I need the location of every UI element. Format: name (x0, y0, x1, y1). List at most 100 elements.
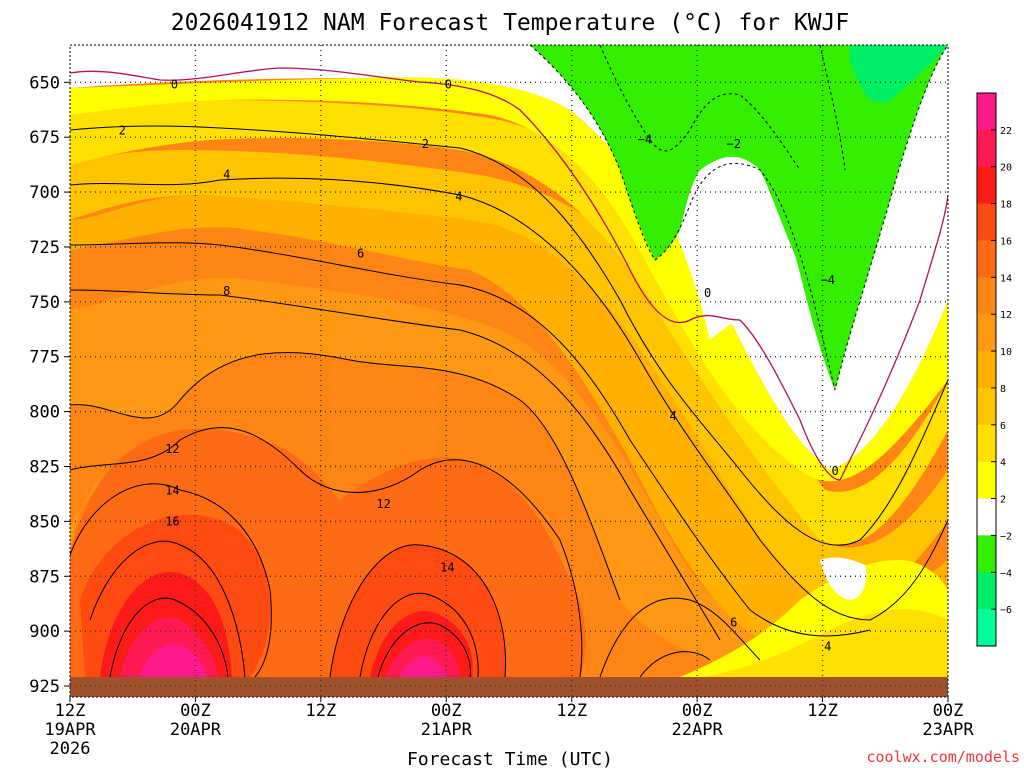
colorbar-label: −2 (1000, 531, 1012, 542)
contour-8-lower (639, 651, 711, 678)
colorbar-swatch (977, 461, 996, 500)
contour-6 (70, 242, 871, 637)
colorbar-label: −4 (1000, 568, 1012, 579)
band-4 (70, 100, 948, 546)
contour-8 (70, 289, 721, 641)
colorbar-label: 6 (1000, 421, 1006, 432)
band-12 (70, 480, 100, 560)
contour-label: 0 (704, 286, 711, 300)
band-neg2 (530, 45, 948, 390)
credit-text[interactable]: coolwx.com/models (866, 748, 1020, 766)
x-tick-label-hour: 12Z (55, 701, 86, 721)
colorbar-swatch (977, 609, 996, 647)
contour-label: 2 (119, 124, 126, 138)
y-tick-label: 800 (29, 403, 60, 423)
x-tick-label-date: 20APR (170, 720, 222, 740)
colorbar-label: 4 (1000, 458, 1006, 469)
contour-label: −4 (638, 132, 652, 146)
chart-title: 2026041912 NAM Forecast Temperature (°C)… (171, 10, 850, 36)
contour-label: 8 (223, 284, 230, 298)
pressure-grid (70, 45, 948, 697)
contour-10 (70, 351, 621, 601)
contour-label: 4 (455, 189, 462, 203)
contour-label: 4 (223, 168, 230, 182)
colorbar-swatch (977, 424, 996, 463)
contour-label: 12 (165, 442, 179, 456)
colorbar-swatch (977, 129, 996, 168)
y-tick-label: 900 (29, 622, 60, 642)
colorbar-label: 16 (1000, 236, 1012, 247)
contour-label: −4 (821, 273, 835, 287)
contour-label: −2 (726, 137, 740, 151)
contour-label: 14 (440, 560, 454, 574)
colorbar-label: 22 (1000, 126, 1012, 137)
contour-18 (109, 597, 471, 678)
colorbar-label: −6 (1000, 605, 1012, 616)
contour-4 (70, 177, 948, 621)
contour-neg4 (599, 45, 846, 171)
x-tick-label-hour: 12Z (305, 701, 336, 721)
contour-neg2 (529, 45, 948, 391)
x-tick-label-hour: 00Z (682, 701, 713, 721)
colorbar-swatch (977, 351, 996, 389)
freezing-contours (70, 67, 948, 481)
y-tick-label: 750 (29, 293, 60, 313)
colorbar-swatch (977, 166, 996, 205)
contour-label: 0 (171, 78, 178, 92)
x-tick-label-year: 2026 (50, 739, 91, 759)
band-0-lower (820, 557, 867, 600)
x-tick-label-date: 22APR (672, 720, 724, 740)
y-tick-label: 650 (29, 73, 60, 93)
contour-label: 0 (831, 464, 838, 478)
y-tick-label: 825 (29, 457, 60, 477)
contour-0-upper (70, 67, 841, 481)
colorbar-swatch (977, 314, 996, 352)
contour-2 (70, 125, 948, 546)
colorbar-label: 14 (1000, 273, 1012, 284)
plot-area: 0 0 0 0 2 2 −2 −4 −4 4 4 4 4 6 6 8 12 12 14 14 16 (70, 45, 948, 697)
x-tick-label-hour: 00Z (933, 701, 964, 721)
contour-lines (70, 125, 948, 678)
colorbar-label: 12 (1000, 310, 1012, 321)
y-axis: 650 675 700 725 750 775 800 825 850 875 900 925 (29, 73, 70, 697)
band-10 (70, 277, 948, 677)
contour-label: 0 (445, 78, 452, 92)
contour-label: 6 (357, 247, 364, 261)
band-22 (140, 644, 448, 677)
y-tick-label: 850 (29, 512, 60, 532)
colorbar-label: 8 (1000, 384, 1006, 395)
band-4-lower (700, 609, 948, 677)
colorbar-swatch (977, 240, 996, 278)
band-6 (70, 150, 948, 603)
contour-label-layer: 0 0 0 0 2 2 −2 −4 −4 4 4 4 4 6 6 8 12 12 14 14 16 (119, 78, 839, 654)
x-tick-label-date: 21APR (421, 720, 473, 740)
x-tick-label-hour: 00Z (431, 701, 462, 721)
negative-contours (529, 45, 948, 391)
x-tick-label-hour: 00Z (180, 701, 211, 721)
contour-label: 2 (422, 137, 429, 151)
x-tick-label-hour: 12Z (807, 701, 838, 721)
colorbar-swatch (977, 572, 996, 610)
colorbar-swatch (977, 277, 996, 315)
terrain-surface (70, 677, 948, 697)
colorbar-label: 2 (1000, 495, 1006, 506)
contour-label: 4 (824, 640, 831, 654)
y-tick-label: 875 (29, 567, 60, 587)
contour-16 (89, 540, 479, 678)
colorbar-swatch (977, 535, 996, 573)
band-20 (120, 617, 460, 677)
colorbar-swatch (977, 203, 996, 241)
band-2 (70, 77, 948, 482)
x-tick-label-hour: 12Z (556, 701, 587, 721)
contour-label: 4 (669, 409, 676, 423)
contour-14 (70, 483, 507, 678)
colorbar-swatch (977, 387, 996, 426)
contour-label: 12 (376, 497, 390, 511)
colorbar-swatch (977, 93, 996, 131)
contour-6-lower (599, 597, 761, 678)
colorbar-frame (976, 92, 997, 647)
y-tick-label: 700 (29, 183, 60, 203)
colorbar-label: 18 (1000, 200, 1012, 211)
